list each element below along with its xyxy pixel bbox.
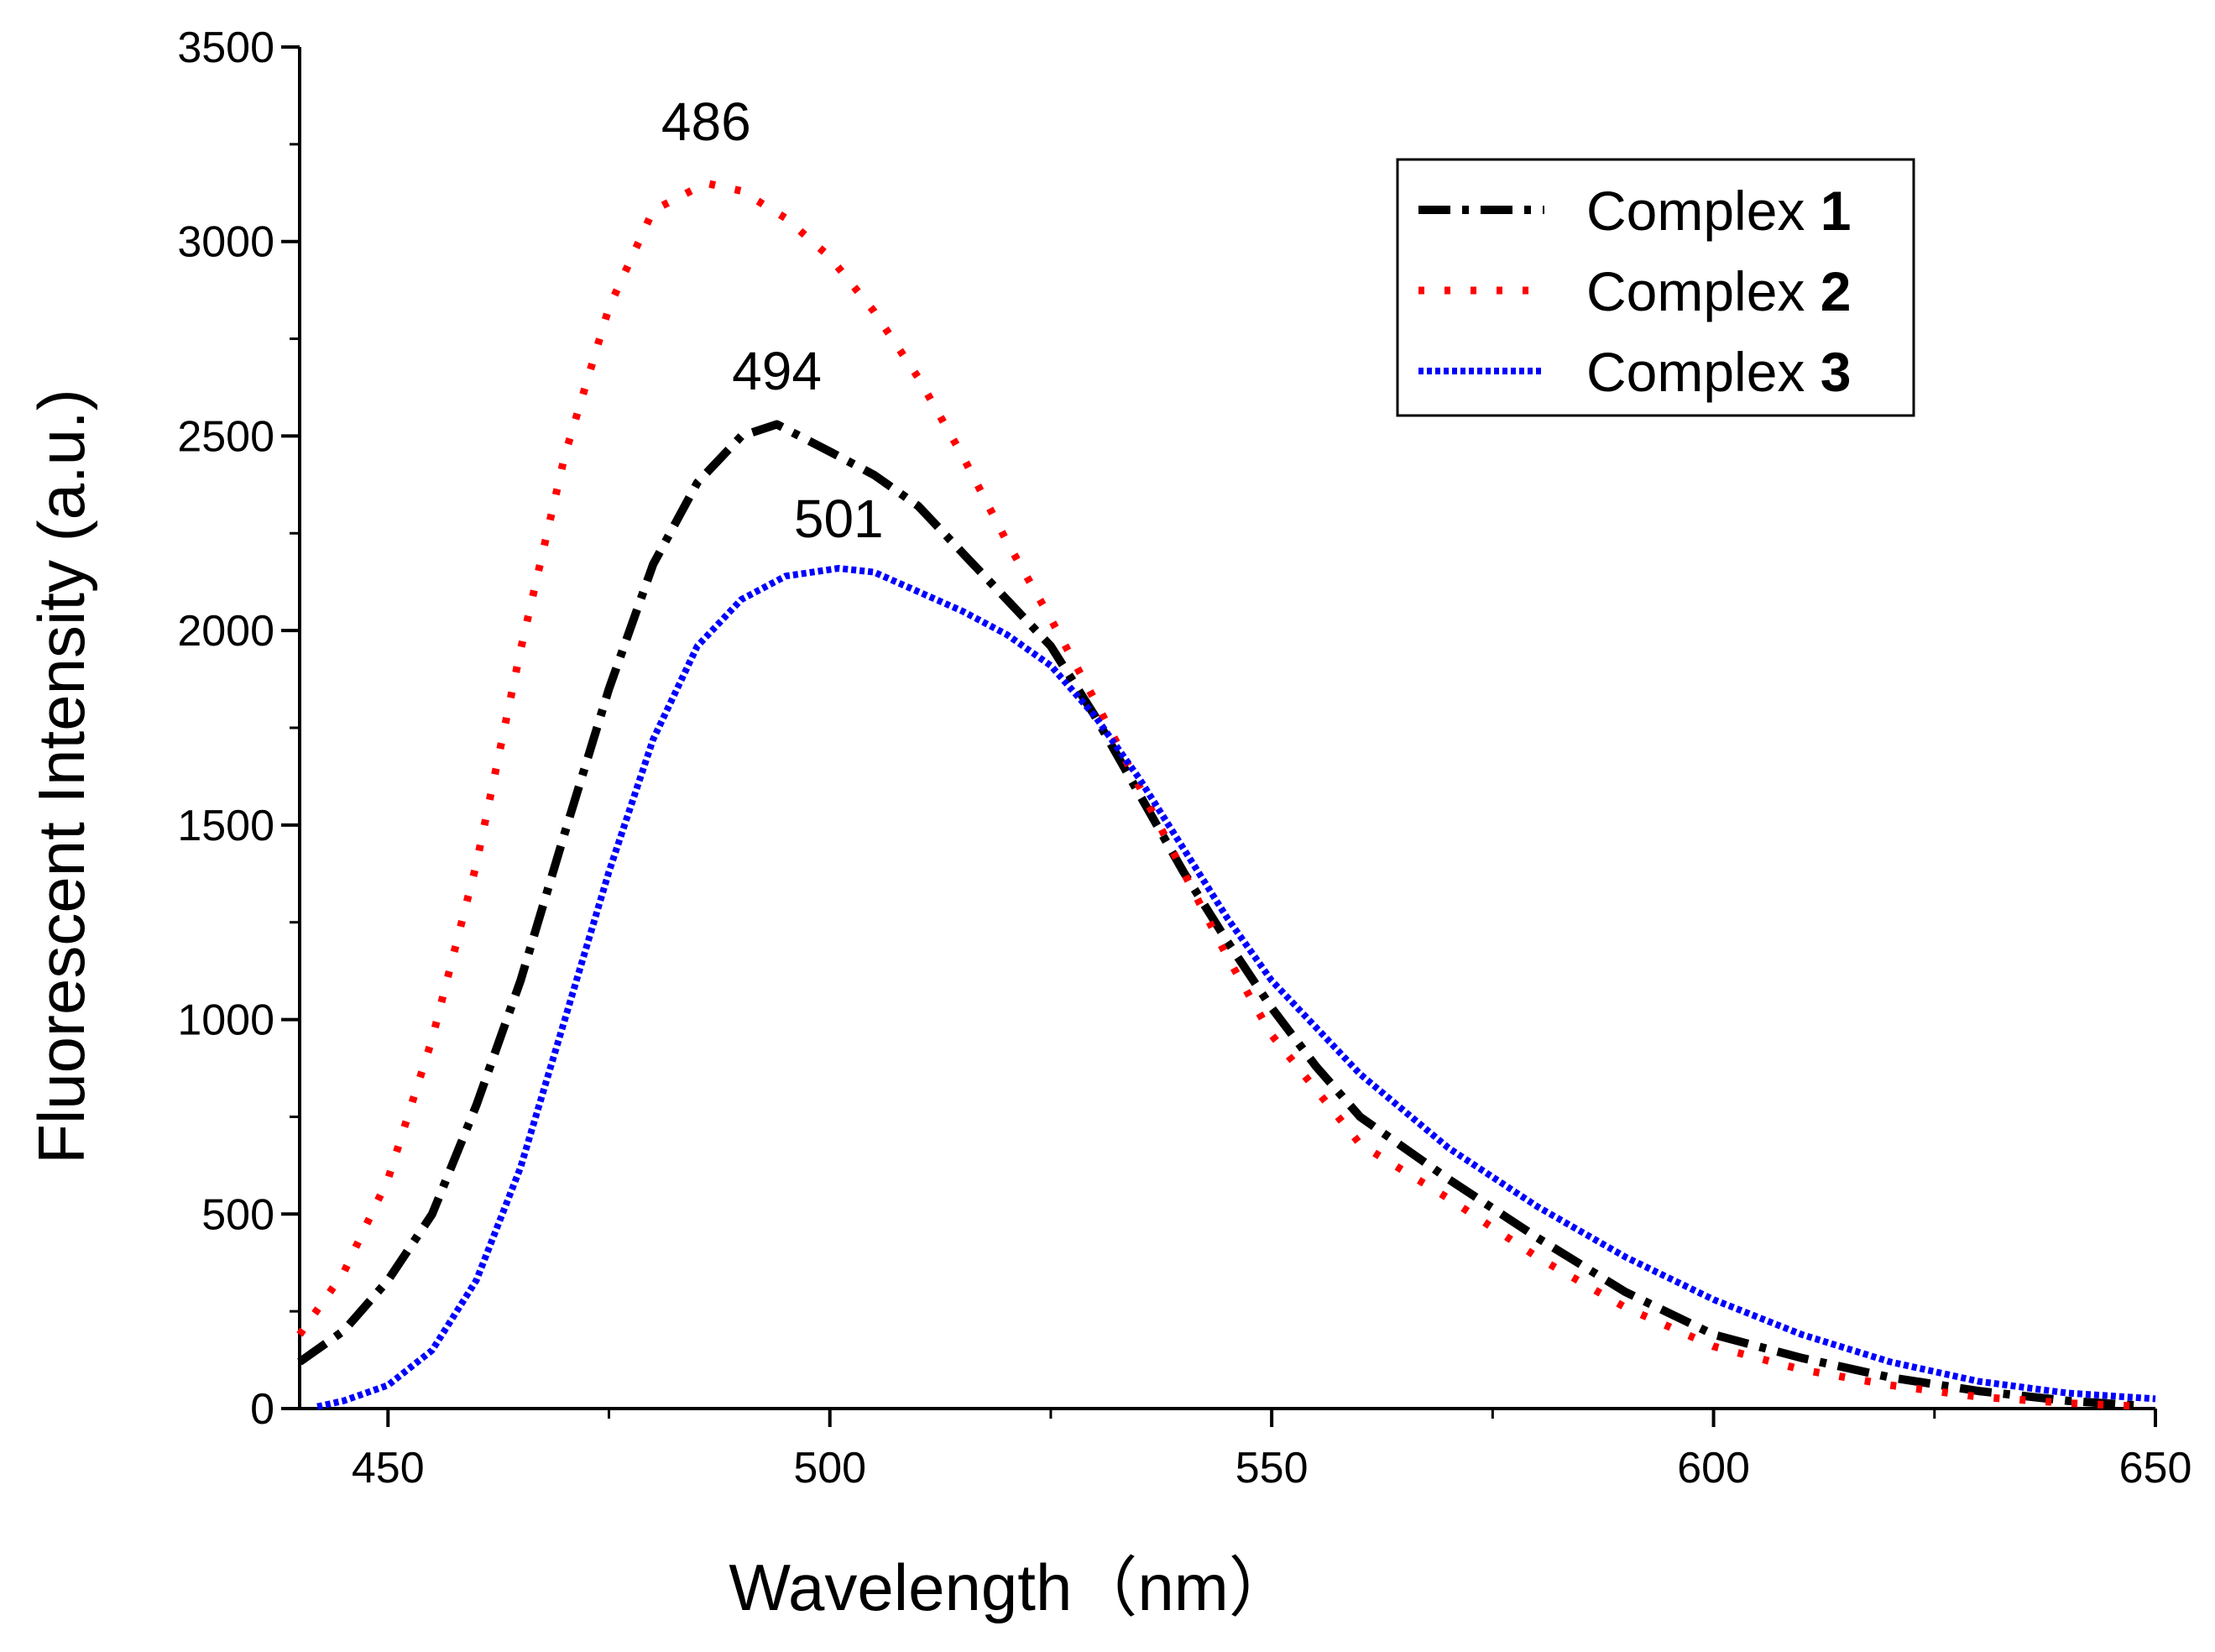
legend-label-number: 2 <box>1821 260 1852 322</box>
legend-label-prefix: Complex <box>1586 341 1821 403</box>
x-tick-label: 500 <box>793 1444 866 1493</box>
axes: 0 500 1000 1500 2000 2500 3000 3500 450 500 550 600… <box>177 24 2191 1493</box>
y-tick-label: 0 <box>250 1385 274 1434</box>
peak-label-486: 486 <box>661 91 751 152</box>
y-tick-label: 3000 <box>177 218 274 267</box>
series-line-complex-3 <box>316 565 2156 1410</box>
legend-label-complex-1: Complex 1 <box>1586 180 1851 242</box>
legend-label-prefix: Complex <box>1586 260 1821 322</box>
y-tick-label: 500 <box>201 1190 274 1239</box>
annotations: 486 494 501 <box>661 91 884 549</box>
series-line-complex-2 <box>296 179 2139 1410</box>
legend-label-complex-2: Complex 2 <box>1586 260 1851 322</box>
x-tick-label: 650 <box>2119 1444 2192 1493</box>
y-tick-label: 3500 <box>177 24 274 72</box>
legend-box <box>1396 158 1915 417</box>
legend-label-complex-3: Complex 3 <box>1586 341 1851 403</box>
x-tick-label: 550 <box>1235 1444 1309 1493</box>
legend-label-number: 1 <box>1821 180 1852 242</box>
x-tick-label: 450 <box>352 1444 425 1493</box>
x-axis-title: Wavelength（nm） <box>729 1550 1293 1624</box>
x-tick-label: 600 <box>1677 1444 1750 1493</box>
y-tick-label: 2500 <box>177 412 274 461</box>
y-tick-label: 2000 <box>177 607 274 656</box>
legend-label-prefix: Complex <box>1586 180 1821 242</box>
peak-label-494: 494 <box>732 341 822 401</box>
y-tick-label: 1000 <box>177 996 274 1045</box>
y-tick-label: 1500 <box>177 802 274 850</box>
peak-label-501: 501 <box>794 489 884 549</box>
legend-label-number: 3 <box>1821 341 1852 403</box>
series-line-complex-1 <box>297 420 2139 1410</box>
y-axis-title: Fluorescent Intensity (a.u.) <box>24 389 98 1163</box>
series-layer <box>296 179 2156 1410</box>
